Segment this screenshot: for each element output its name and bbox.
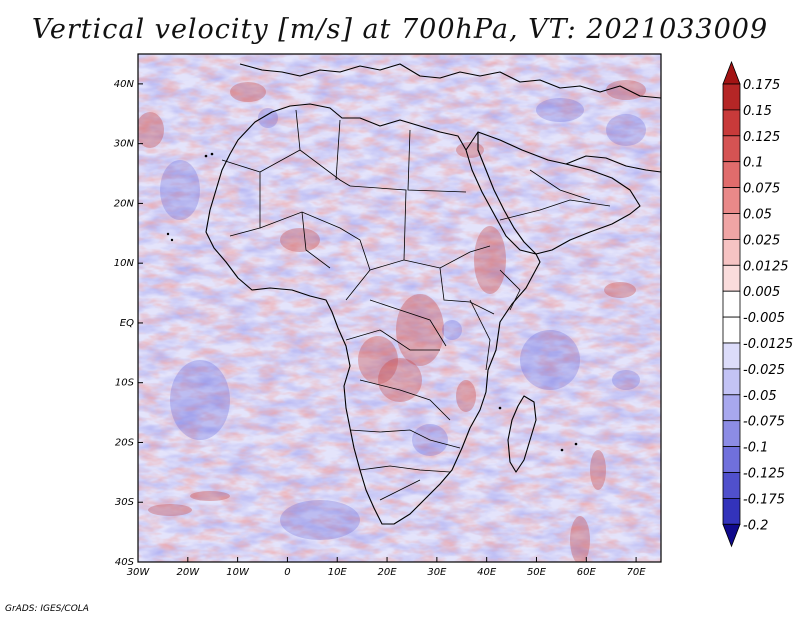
- colorbar-max-arrow: [722, 60, 741, 85]
- rising-region: [396, 294, 444, 366]
- colorbar-level-label: -0.1: [743, 441, 768, 456]
- lon-tick-label: 60E: [577, 567, 597, 578]
- lon-tick-label: 10W: [226, 567, 250, 578]
- rising-region: [138, 112, 164, 148]
- rising-region: [230, 82, 266, 102]
- colorbar-swatch: [722, 342, 741, 370]
- sinking-region: [280, 500, 360, 540]
- colorbar-swatch: [722, 161, 741, 188]
- lat-tick-label: 20N: [114, 198, 135, 209]
- country-borders: [221, 109, 611, 501]
- lon-tick-label: 70E: [627, 567, 647, 578]
- colorbar-swatch: [722, 135, 741, 163]
- colorbar-level-label: 0.175: [743, 78, 780, 93]
- lon-tick-label: 30W: [127, 567, 151, 578]
- colorbar-swatch: [722, 238, 741, 266]
- colorbar-swatch: [722, 368, 741, 396]
- rising-region: [570, 516, 590, 562]
- sinking-region: [442, 320, 462, 340]
- lat-tick-label: 40S: [115, 557, 135, 568]
- colorbar-swatch: [722, 394, 741, 422]
- sinking-region: [612, 370, 640, 390]
- colorbar-level-label: -0.025: [743, 363, 785, 378]
- lat-tick-label: EQ: [120, 318, 134, 329]
- lon-tick-label: 10E: [328, 567, 348, 578]
- sinking-region: [258, 108, 278, 128]
- colorbar-swatch: [722, 420, 741, 448]
- lat-tick-label: 30N: [114, 139, 135, 150]
- rising-region: [190, 491, 230, 501]
- lon-tick-label: 0: [284, 567, 290, 578]
- lon-tick-label: 20E: [378, 567, 398, 578]
- lat-tick-label: 10S: [115, 378, 135, 389]
- colorbar-min-arrow: [722, 523, 741, 548]
- lon-tick-label: 20W: [176, 567, 200, 578]
- colorbar-level-label: -0.175: [743, 492, 785, 507]
- colorbar-level-label: 0.025: [743, 233, 780, 248]
- colorbar-level-label: -0.2: [743, 518, 768, 533]
- colorbar-level-label: -0.005: [743, 311, 785, 326]
- rising-region: [358, 336, 398, 384]
- colorbar-level-label: 0.05: [743, 208, 772, 223]
- colorbar-swatch: [722, 472, 741, 499]
- rising-region: [590, 450, 606, 490]
- lat-tick-label: 20S: [115, 437, 135, 448]
- rising-region: [604, 282, 636, 298]
- colorbar-swatch: [722, 83, 741, 111]
- colorbar-level-label: 0.005: [743, 285, 780, 300]
- sinking-region: [520, 330, 580, 390]
- sinking-motion-regions: [160, 98, 646, 540]
- lon-tick-label: 40E: [477, 567, 497, 578]
- colorbar-level-label: 0.075: [743, 182, 780, 197]
- latitude-labels: 40N 30N 20N 10N EQ 10S 20S 30S 40S: [114, 79, 135, 568]
- rising-region: [474, 226, 506, 294]
- map-frame: [137, 53, 662, 563]
- lon-tick-label: 30E: [427, 567, 447, 578]
- colorbar-level-label: 0.15: [743, 104, 772, 119]
- rising-region: [280, 228, 320, 252]
- sinking-region: [170, 360, 230, 440]
- map-title: Vertical velocity [m/s] at 700hPa, VT: 2…: [31, 14, 769, 45]
- rising-region: [456, 380, 476, 412]
- lat-tick-label: 40N: [114, 79, 135, 90]
- lat-tick-label: 10N: [114, 258, 135, 269]
- colorbar-level-label: -0.125: [743, 467, 785, 482]
- rising-motion-regions: [138, 80, 646, 562]
- colorbar-swatch: [722, 187, 741, 214]
- sinking-region: [160, 160, 200, 220]
- islands: [166, 152, 578, 452]
- colorbar-level-label: 0.1: [743, 156, 764, 171]
- colorbar-swatch: [722, 213, 741, 240]
- sinking-region: [536, 98, 584, 122]
- longitude-labels: 30W 20W 10W 0 10E 20E 30E 40E 50E 60E 70E: [127, 567, 647, 578]
- colorbar-swatch: [722, 290, 741, 318]
- colorbar-level-label: 0.0125: [743, 259, 789, 274]
- colorbar-level-label: -0.05: [743, 389, 777, 404]
- lat-tick-label: 30S: [115, 497, 135, 508]
- colorbar-swatch: [722, 109, 741, 137]
- colorbar-swatch: [722, 264, 741, 292]
- rising-region: [148, 504, 192, 516]
- sinking-region: [606, 114, 646, 146]
- rising-region: [606, 80, 646, 100]
- colorbar: 0.175 0.15 0.125 0.1 0.075 0.05 0.025 0.0125 0.0…: [722, 60, 793, 548]
- colorbar-level-label: -0.0125: [743, 337, 793, 352]
- rising-region: [378, 358, 422, 402]
- lon-tick-label: 50E: [527, 567, 547, 578]
- colorbar-swatch: [722, 446, 741, 473]
- velocity-field: [138, 54, 661, 562]
- coastlines: [205, 63, 661, 525]
- rising-region: [456, 142, 484, 158]
- grads-credit: GrADS: IGES/COLA: [5, 604, 89, 614]
- colorbar-level-label: 0.125: [743, 130, 780, 145]
- colorbar-level-label: -0.075: [743, 415, 785, 430]
- colorbar-swatch: [722, 316, 741, 344]
- colorbar-swatch: [722, 497, 741, 525]
- axis-ticks: [137, 83, 637, 563]
